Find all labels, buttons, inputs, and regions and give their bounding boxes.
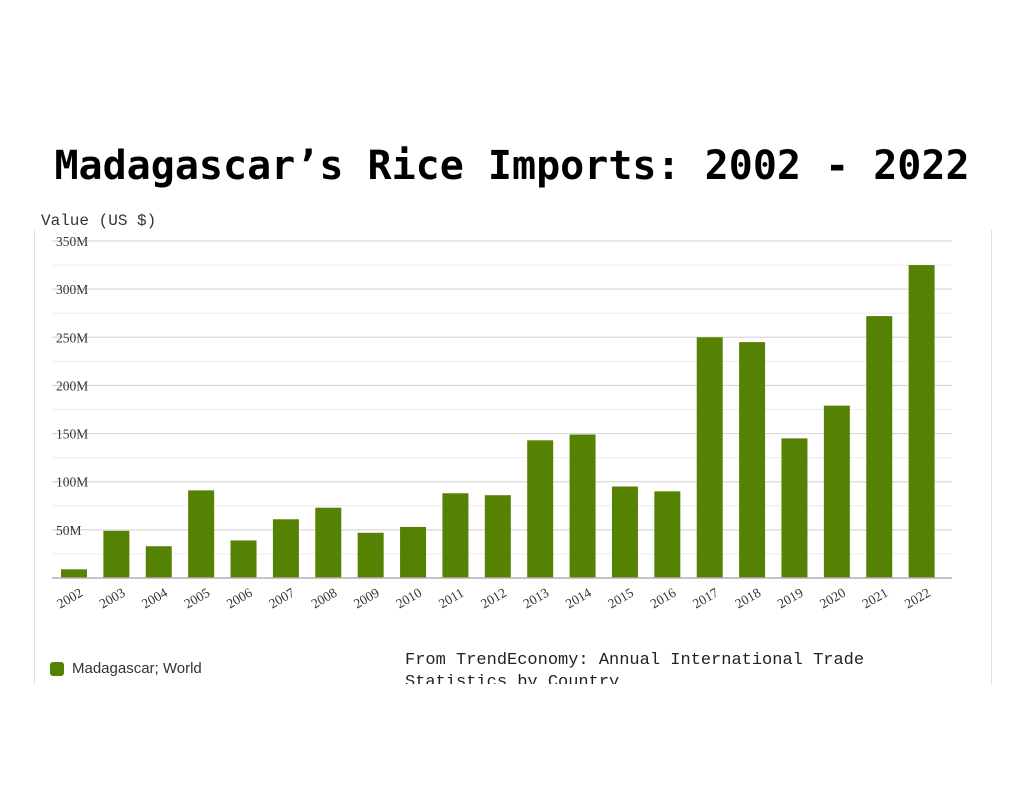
bar bbox=[400, 526, 427, 578]
bar bbox=[823, 405, 850, 578]
bar bbox=[611, 486, 638, 578]
legend-label: Madagascar; World bbox=[72, 660, 202, 677]
bar bbox=[230, 540, 257, 578]
bar bbox=[654, 491, 681, 578]
y-tick-label: 150M bbox=[56, 427, 88, 442]
y-tick-label: 350M bbox=[56, 234, 88, 249]
y-tick-label: 50M bbox=[56, 523, 82, 538]
legend-swatch bbox=[50, 661, 64, 676]
y-tick-labels: 50M 100M 150M 200M 250M 300M 350M bbox=[56, 234, 88, 538]
page-title: Madagascar’s Rice Imports: 2002 - 2022 bbox=[54, 143, 970, 189]
bar bbox=[145, 546, 172, 578]
x-tick-label: 2002 bbox=[54, 585, 85, 611]
bar bbox=[442, 493, 469, 578]
x-tick-label: 2005 bbox=[181, 585, 212, 612]
x-tick-label: 2018 bbox=[732, 585, 763, 612]
y-tick-label: 250M bbox=[56, 330, 88, 345]
x-tick-label: 2013 bbox=[520, 585, 551, 612]
source-note: From TrendEconomy: Annual International … bbox=[405, 651, 865, 684]
bar bbox=[272, 519, 299, 578]
x-tick-label: 2003 bbox=[97, 585, 128, 612]
x-tick-label: 2009 bbox=[351, 585, 382, 612]
bar bbox=[357, 532, 384, 578]
x-tick-label: 2014 bbox=[563, 585, 594, 612]
x-tick-label: 2020 bbox=[817, 585, 848, 612]
bar bbox=[739, 342, 766, 578]
x-tick-label: 2022 bbox=[902, 585, 933, 611]
x-tick-label: 2007 bbox=[266, 585, 297, 612]
x-tick-label: 2011 bbox=[436, 585, 466, 611]
bar bbox=[61, 569, 87, 578]
bar bbox=[781, 438, 808, 578]
bar bbox=[908, 265, 935, 578]
bar bbox=[484, 495, 511, 578]
bars bbox=[61, 265, 935, 578]
x-tick-labels: 2002 2003 2004 2005 2006 2007 2008 2009 2010 2011… bbox=[54, 585, 933, 612]
x-tick-label: 2004 bbox=[139, 585, 170, 612]
bar bbox=[527, 440, 554, 578]
bar bbox=[103, 530, 130, 578]
y-tick-label: 300M bbox=[56, 282, 88, 297]
x-tick-label: 2017 bbox=[690, 585, 721, 612]
bar bbox=[569, 434, 596, 578]
y-tick-label: 100M bbox=[56, 475, 88, 490]
y-tick-label: 200M bbox=[56, 378, 88, 393]
x-tick-label: 2008 bbox=[309, 585, 340, 612]
y-axis-title: Value (US $) bbox=[41, 212, 157, 230]
x-tick-label: 2016 bbox=[648, 585, 679, 612]
x-tick-label: 2012 bbox=[478, 585, 509, 611]
x-tick-label: 2019 bbox=[775, 585, 806, 612]
x-tick-label: 2010 bbox=[393, 585, 424, 612]
x-tick-label: 2006 bbox=[224, 585, 255, 612]
legend[interactable]: Madagascar; World bbox=[50, 660, 202, 677]
bar bbox=[315, 507, 342, 578]
x-tick-label: 2021 bbox=[860, 585, 891, 611]
x-tick-label: 2015 bbox=[605, 585, 636, 612]
bar bbox=[696, 337, 723, 578]
bar bbox=[866, 316, 893, 578]
bar bbox=[188, 490, 215, 578]
